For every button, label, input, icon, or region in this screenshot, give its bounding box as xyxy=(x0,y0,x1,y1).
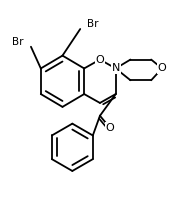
Text: Br: Br xyxy=(87,19,99,29)
Text: O: O xyxy=(96,55,104,65)
Text: Br: Br xyxy=(12,37,23,47)
Text: N: N xyxy=(112,63,120,73)
Text: O: O xyxy=(158,63,166,73)
Text: O: O xyxy=(105,123,114,133)
